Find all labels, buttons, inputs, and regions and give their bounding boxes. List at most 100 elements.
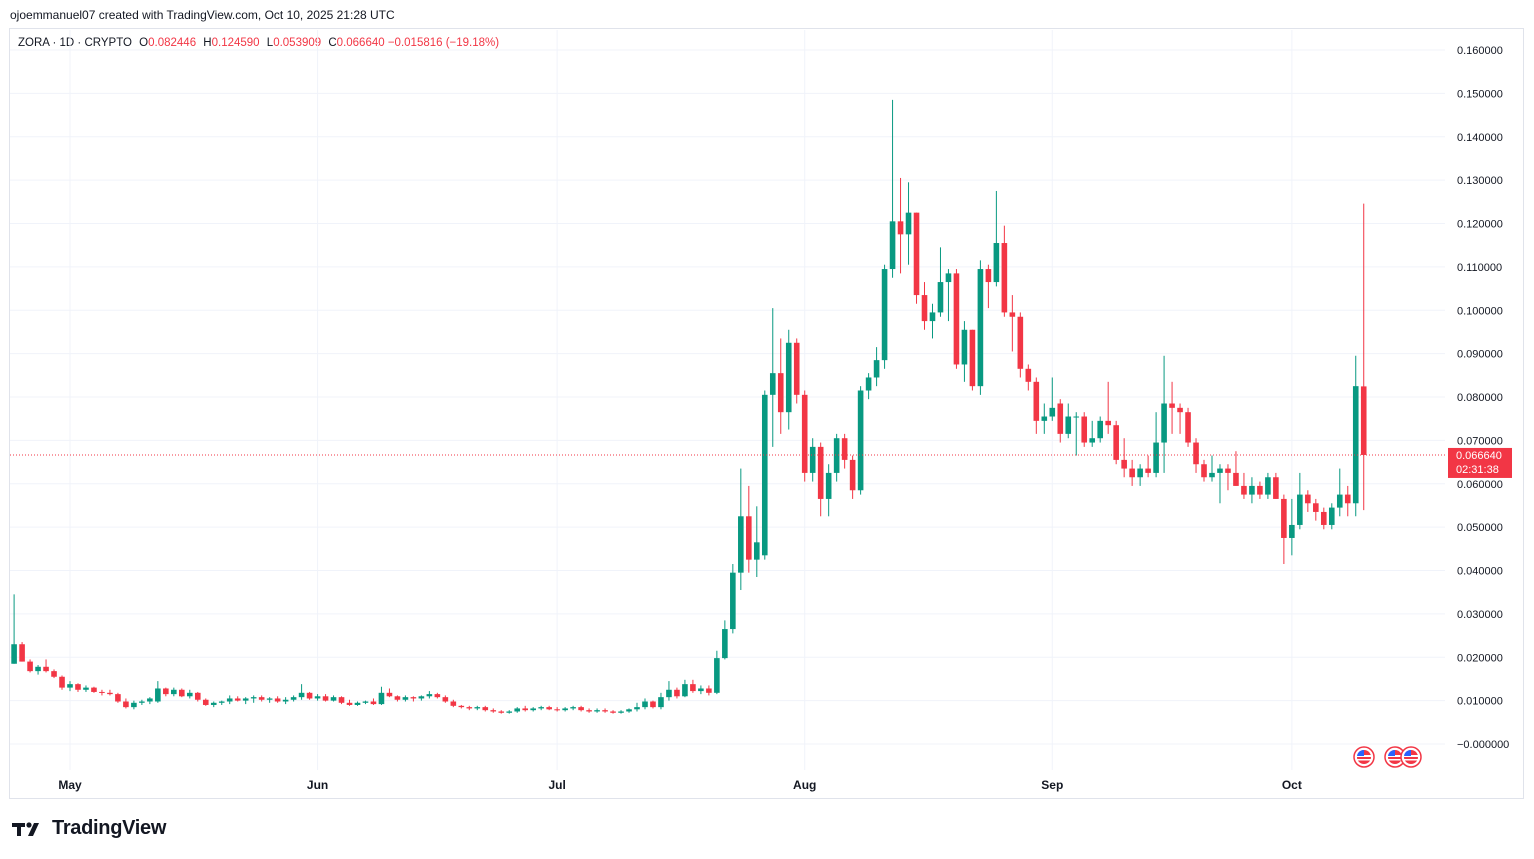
candle[interactable] xyxy=(274,696,281,703)
candle[interactable] xyxy=(690,679,696,693)
candle[interactable] xyxy=(1360,203,1367,511)
candle[interactable] xyxy=(913,212,920,304)
candle[interactable] xyxy=(658,692,664,710)
candle[interactable] xyxy=(730,563,736,634)
candle[interactable] xyxy=(570,705,576,711)
candle[interactable] xyxy=(234,696,241,702)
candle[interactable] xyxy=(1065,403,1072,439)
candle[interactable] xyxy=(1273,472,1279,499)
candle[interactable] xyxy=(186,689,193,699)
candle[interactable] xyxy=(921,282,928,330)
candle[interactable] xyxy=(11,594,17,664)
candle[interactable] xyxy=(346,699,353,706)
candle[interactable] xyxy=(1201,459,1207,482)
candle[interactable] xyxy=(1321,507,1327,530)
candle[interactable] xyxy=(498,710,505,714)
candle[interactable] xyxy=(314,694,321,701)
candle[interactable] xyxy=(817,442,824,517)
candle[interactable] xyxy=(266,697,273,703)
symbol-label[interactable]: ZORA · 1D · CRYPTO xyxy=(18,37,132,49)
candle[interactable] xyxy=(722,620,728,660)
candle[interactable] xyxy=(35,665,41,675)
candle[interactable] xyxy=(538,705,544,711)
candle[interactable] xyxy=(434,692,441,699)
candle[interactable] xyxy=(386,688,393,698)
candle[interactable] xyxy=(769,308,776,447)
candle[interactable] xyxy=(1017,312,1024,378)
candle[interactable] xyxy=(1313,498,1319,521)
candle[interactable] xyxy=(482,705,489,712)
candle[interactable] xyxy=(27,659,33,673)
candle[interactable] xyxy=(1289,498,1295,556)
candle[interactable] xyxy=(306,691,313,700)
us-flag-event-icon[interactable] xyxy=(1353,746,1375,768)
candle[interactable] xyxy=(426,691,433,699)
candle[interactable] xyxy=(1001,225,1008,317)
candle[interactable] xyxy=(1153,412,1159,478)
candle[interactable] xyxy=(139,699,145,705)
candle[interactable] xyxy=(1257,481,1263,499)
candle[interactable] xyxy=(905,182,912,265)
candle[interactable] xyxy=(594,708,600,713)
candle[interactable] xyxy=(1336,468,1343,517)
us-flag-event-icon[interactable] xyxy=(1400,746,1422,768)
candle[interactable] xyxy=(546,705,552,711)
candle[interactable] xyxy=(402,695,409,702)
candle[interactable] xyxy=(706,685,712,696)
candle[interactable] xyxy=(1265,472,1271,499)
candle[interactable] xyxy=(522,705,529,712)
candle[interactable] xyxy=(378,686,385,705)
candle[interactable] xyxy=(753,506,760,578)
candle[interactable] xyxy=(59,675,65,690)
candle[interactable] xyxy=(554,707,560,712)
candle[interactable] xyxy=(99,689,105,696)
candle[interactable] xyxy=(833,433,840,482)
candle[interactable] xyxy=(282,697,289,705)
candle[interactable] xyxy=(1009,295,1016,352)
candle[interactable] xyxy=(1177,403,1183,434)
candle[interactable] xyxy=(738,468,744,591)
candle[interactable] xyxy=(450,699,457,708)
candle[interactable] xyxy=(1281,494,1287,564)
candle[interactable] xyxy=(1073,412,1080,456)
candle[interactable] xyxy=(602,708,608,713)
candle[interactable] xyxy=(330,695,337,702)
candle[interactable] xyxy=(1041,403,1048,434)
candle[interactable] xyxy=(578,705,584,712)
candle[interactable] xyxy=(562,707,568,712)
candle[interactable] xyxy=(338,696,345,705)
candle[interactable] xyxy=(394,695,401,702)
candle[interactable] xyxy=(322,694,329,702)
candle[interactable] xyxy=(746,485,752,573)
candle[interactable] xyxy=(490,708,497,713)
candle[interactable] xyxy=(226,695,233,705)
candle[interactable] xyxy=(123,698,129,709)
candle[interactable] xyxy=(242,697,249,705)
candle[interactable] xyxy=(210,701,217,708)
candle[interactable] xyxy=(1297,472,1303,530)
candle[interactable] xyxy=(155,681,161,703)
candle[interactable] xyxy=(1185,407,1191,447)
candle[interactable] xyxy=(993,190,1000,287)
candle[interactable] xyxy=(961,321,968,382)
candle[interactable] xyxy=(849,455,856,499)
candle[interactable] xyxy=(290,695,297,702)
candle[interactable] xyxy=(506,710,513,714)
candle[interactable] xyxy=(698,685,704,695)
candle[interactable] xyxy=(19,642,25,662)
candle[interactable] xyxy=(889,99,896,278)
candle[interactable] xyxy=(985,264,992,309)
candle[interactable] xyxy=(410,696,417,702)
candle[interactable] xyxy=(1129,459,1135,486)
candle[interactable] xyxy=(75,683,81,692)
candle[interactable] xyxy=(218,700,225,705)
candle[interactable] xyxy=(1225,464,1231,491)
candle[interactable] xyxy=(83,685,89,692)
us-flag-event-icon[interactable] xyxy=(1384,746,1406,768)
candle[interactable] xyxy=(761,390,768,560)
candle[interactable] xyxy=(370,698,377,705)
candle[interactable] xyxy=(777,338,784,434)
candle[interactable] xyxy=(474,705,481,711)
candle[interactable] xyxy=(626,708,632,713)
candle[interactable] xyxy=(841,433,848,469)
